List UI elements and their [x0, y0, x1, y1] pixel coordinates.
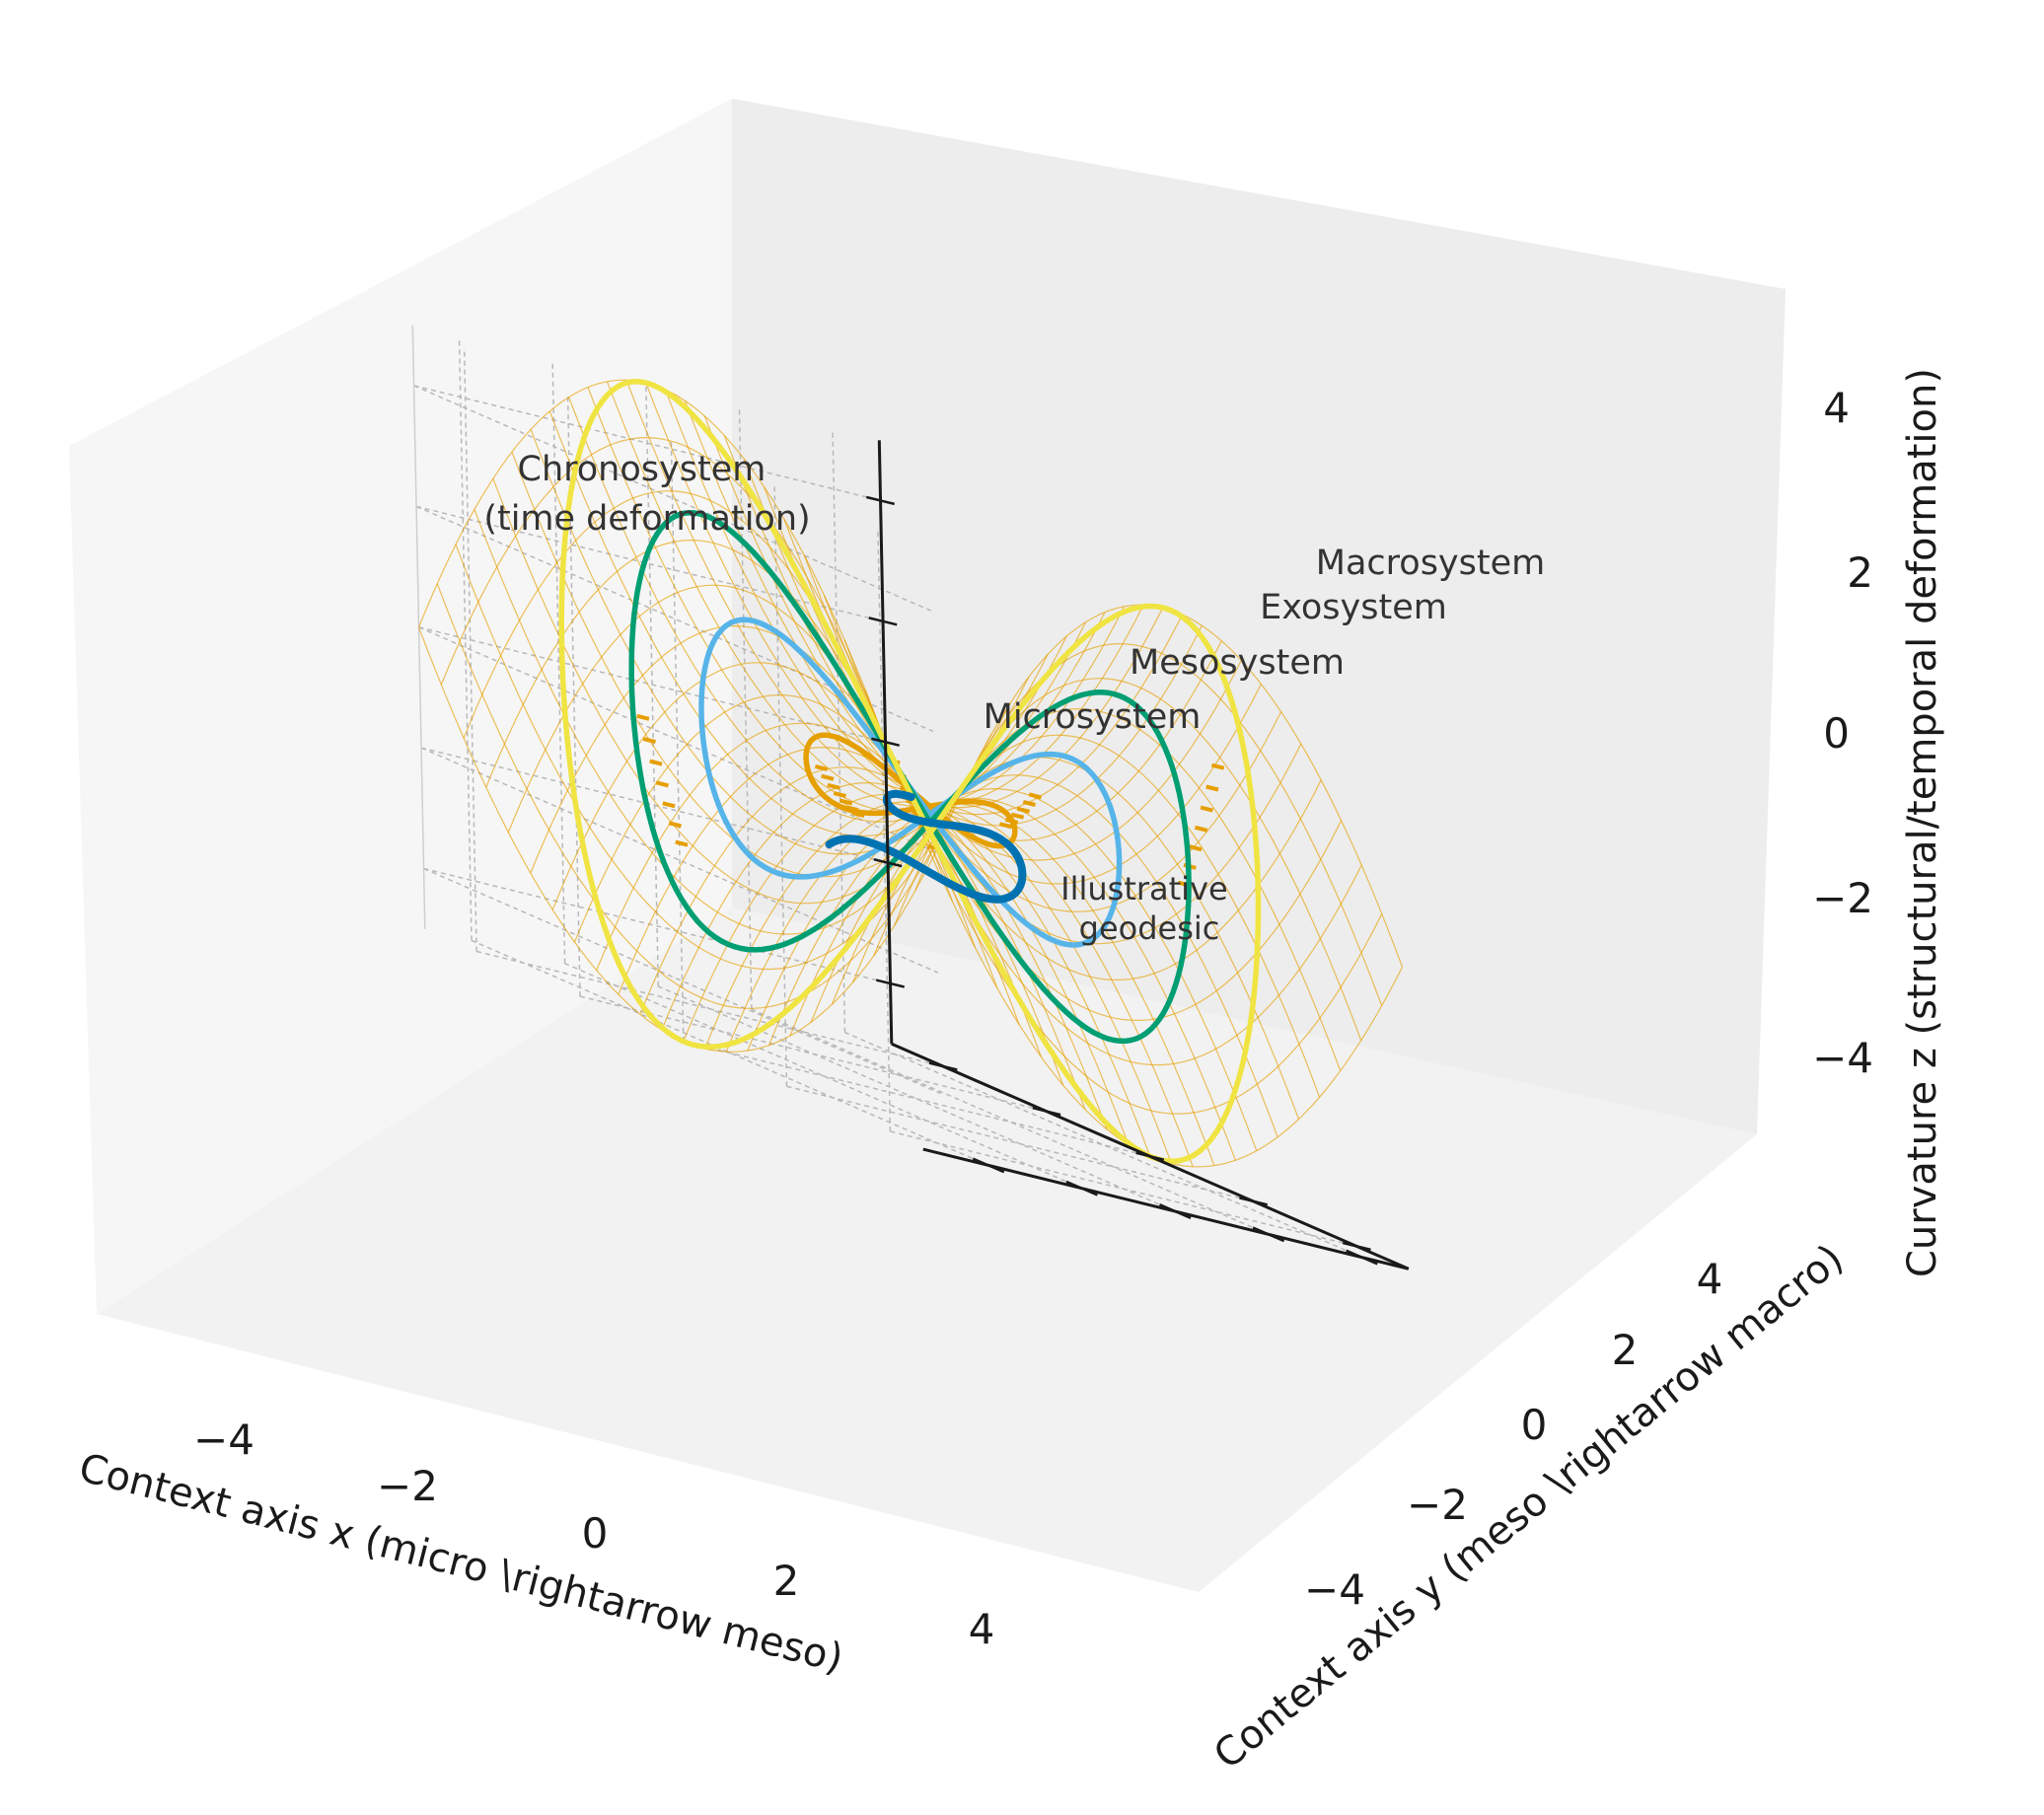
- annotation-macrosystem: Macrosystem: [1316, 544, 1545, 583]
- gridline: [413, 385, 881, 502]
- gridline: [738, 405, 753, 1010]
- tick-marks: [866, 495, 1378, 1266]
- z-tick-labels: −4 −2 0 2 4: [1812, 384, 1873, 1082]
- z-tick-label: 0: [1823, 709, 1850, 758]
- surface-dash: [649, 759, 663, 766]
- y-tick-label: 2: [1612, 1326, 1639, 1374]
- x-tick-mark: [1252, 1226, 1285, 1243]
- y-tick-mark: [1032, 1106, 1061, 1117]
- z-tick-mark: [873, 857, 903, 868]
- annotation-line: Chronosystem: [518, 450, 766, 489]
- x-tick-label: −2: [377, 1462, 438, 1510]
- surface-dash: [675, 839, 689, 847]
- y-tick-mark: [1239, 1197, 1268, 1206]
- curve-mesosystem: [698, 617, 1123, 948]
- annotation-line: geodesic: [1079, 909, 1220, 947]
- surface-dash: [814, 763, 829, 771]
- curve-exosystem: [628, 510, 1192, 1045]
- surface-dash: [833, 791, 846, 799]
- surface-dash: [655, 780, 669, 788]
- annotations: Chronosystem (time deformation) Macrosys…: [483, 450, 1545, 947]
- annotation-line: (time deformation): [483, 499, 810, 539]
- y-tick-mark: [1342, 1241, 1371, 1252]
- gridline: [670, 437, 685, 1042]
- curve-macrosystem: [558, 379, 1262, 1165]
- y-tick-label: 4: [1697, 1255, 1723, 1303]
- y-tick-mark: [928, 1061, 958, 1071]
- x-tick-mark: [1065, 1180, 1098, 1197]
- gridline: [463, 347, 477, 952]
- curves: [558, 379, 1262, 1165]
- y-tick-label: −4: [1304, 1565, 1365, 1614]
- surface-dash: [1022, 799, 1036, 807]
- surface-dash: [1210, 762, 1225, 770]
- annotation-chronosystem: Chronosystem (time deformation): [483, 450, 810, 539]
- surface-dash: [662, 801, 676, 809]
- surface-dash: [1016, 806, 1031, 814]
- pane-back-right: [732, 99, 1786, 1134]
- annotation-microsystem: Microsystem: [984, 697, 1202, 737]
- annotation-line: Illustrative: [1060, 870, 1228, 908]
- x-tick-mark: [972, 1157, 1005, 1174]
- gridline: [423, 867, 891, 984]
- pane-floor: [97, 908, 1757, 1592]
- annotation-exosystem: Exosystem: [1260, 588, 1447, 627]
- z-tick-mark: [866, 495, 895, 506]
- surface-dash: [1200, 805, 1213, 813]
- annotation-mesosystem: Mesosystem: [1130, 643, 1345, 683]
- curve-illustrative-geodesic: [825, 789, 1027, 904]
- x-axis-line: [922, 1147, 1410, 1270]
- surface-dash: [998, 822, 1013, 830]
- x-tick-label: 0: [582, 1509, 609, 1558]
- x-tick-mark: [1346, 1249, 1378, 1266]
- gridline: [475, 950, 944, 1067]
- surface-dash: [636, 713, 650, 721]
- z-tick-mark: [876, 979, 905, 988]
- gridline: [683, 1041, 1150, 1158]
- z-tick-mark: [868, 617, 898, 626]
- annotation-geodesic: Illustrative geodesic: [1060, 870, 1238, 947]
- surface-dash: [668, 821, 682, 829]
- surface-line: [864, 689, 1383, 1115]
- y-tick-mark: [1135, 1151, 1165, 1161]
- z-tick-mark: [871, 737, 900, 747]
- surface-line: [440, 436, 909, 800]
- surface-dash: [1189, 844, 1203, 852]
- y-tick-label: 0: [1521, 1401, 1548, 1449]
- z-tick-label: −2: [1812, 874, 1873, 922]
- y-tick-labels: −4 −2 0 2 4: [1304, 1255, 1722, 1614]
- y-tick-label: −2: [1407, 1481, 1468, 1529]
- pane-back-left: [69, 99, 732, 1314]
- surface-dash: [1194, 825, 1208, 833]
- x-tick-mark: [1159, 1203, 1192, 1219]
- surface-dash: [1205, 784, 1219, 792]
- z-tick-label: 4: [1823, 384, 1850, 432]
- surface-dash: [821, 773, 835, 781]
- curve-microsystem: [803, 732, 1018, 849]
- surface-dash: [1010, 812, 1025, 820]
- surface-dash: [1028, 792, 1042, 800]
- x-tick-label: 4: [969, 1605, 995, 1653]
- gridline: [566, 393, 581, 997]
- gridline: [579, 995, 1048, 1113]
- z-axis-label: Curvature z (structural/temporal deforma…: [1900, 368, 1945, 1277]
- surface-dash: [642, 737, 656, 745]
- x-tick-labels: −4 −2 0 2 4: [193, 1416, 994, 1653]
- surface-dash: [839, 798, 853, 806]
- surface-dash: [827, 782, 840, 790]
- gridline: [415, 505, 884, 622]
- x-tick-label: 2: [773, 1557, 800, 1605]
- x-axis-label: Context axis x (micro \rightarrow meso): [75, 1445, 848, 1682]
- z-tick-label: −4: [1812, 1034, 1873, 1082]
- x-tick-label: −4: [193, 1416, 255, 1464]
- z-tick-label: 2: [1847, 548, 1873, 597]
